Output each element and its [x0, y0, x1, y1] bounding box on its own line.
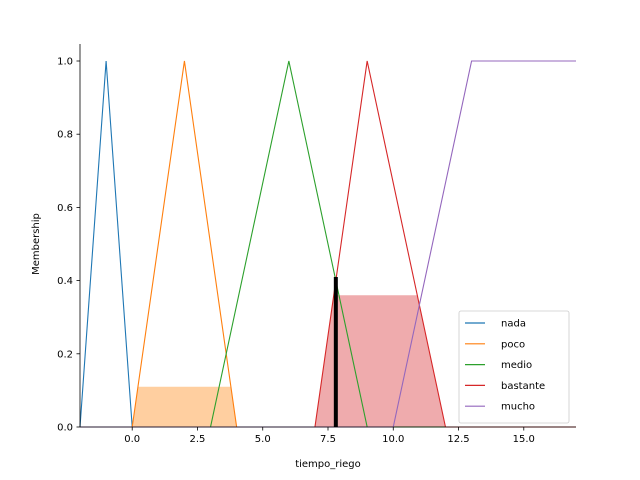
x-tick-label: 15.0 [513, 434, 535, 445]
y-tick-label: 0.2 [57, 349, 73, 360]
x-tick-label: 10.0 [382, 434, 404, 445]
x-tick-label: 7.5 [320, 434, 336, 445]
y-tick-label: 0.6 [57, 203, 73, 214]
y-tick-label: 0.8 [57, 130, 73, 141]
legend-label-medio: medio [501, 360, 532, 371]
x-tick-label: 0.0 [124, 434, 140, 445]
y-tick-label: 0.4 [57, 276, 73, 287]
legend-label-mucho: mucho [501, 402, 535, 413]
activation-fill-poco [132, 387, 236, 427]
x-tick-label: 5.0 [255, 434, 271, 445]
legend: nada poco medio bastante mucho [459, 311, 569, 423]
x-tick-label: 12.5 [447, 434, 469, 445]
legend-label-nada: nada [501, 319, 526, 330]
y-tick-label: 1.0 [57, 57, 73, 68]
legend-label-bastante: bastante [501, 381, 545, 392]
y-tick-label: 0.0 [57, 423, 73, 434]
legend-label-poco: poco [501, 339, 525, 350]
x-axis-label: tiempo_riego [295, 459, 361, 470]
activation-fills [132, 295, 445, 427]
x-tick-label: 2.5 [190, 434, 206, 445]
y-axis-label: Membership [31, 213, 42, 275]
